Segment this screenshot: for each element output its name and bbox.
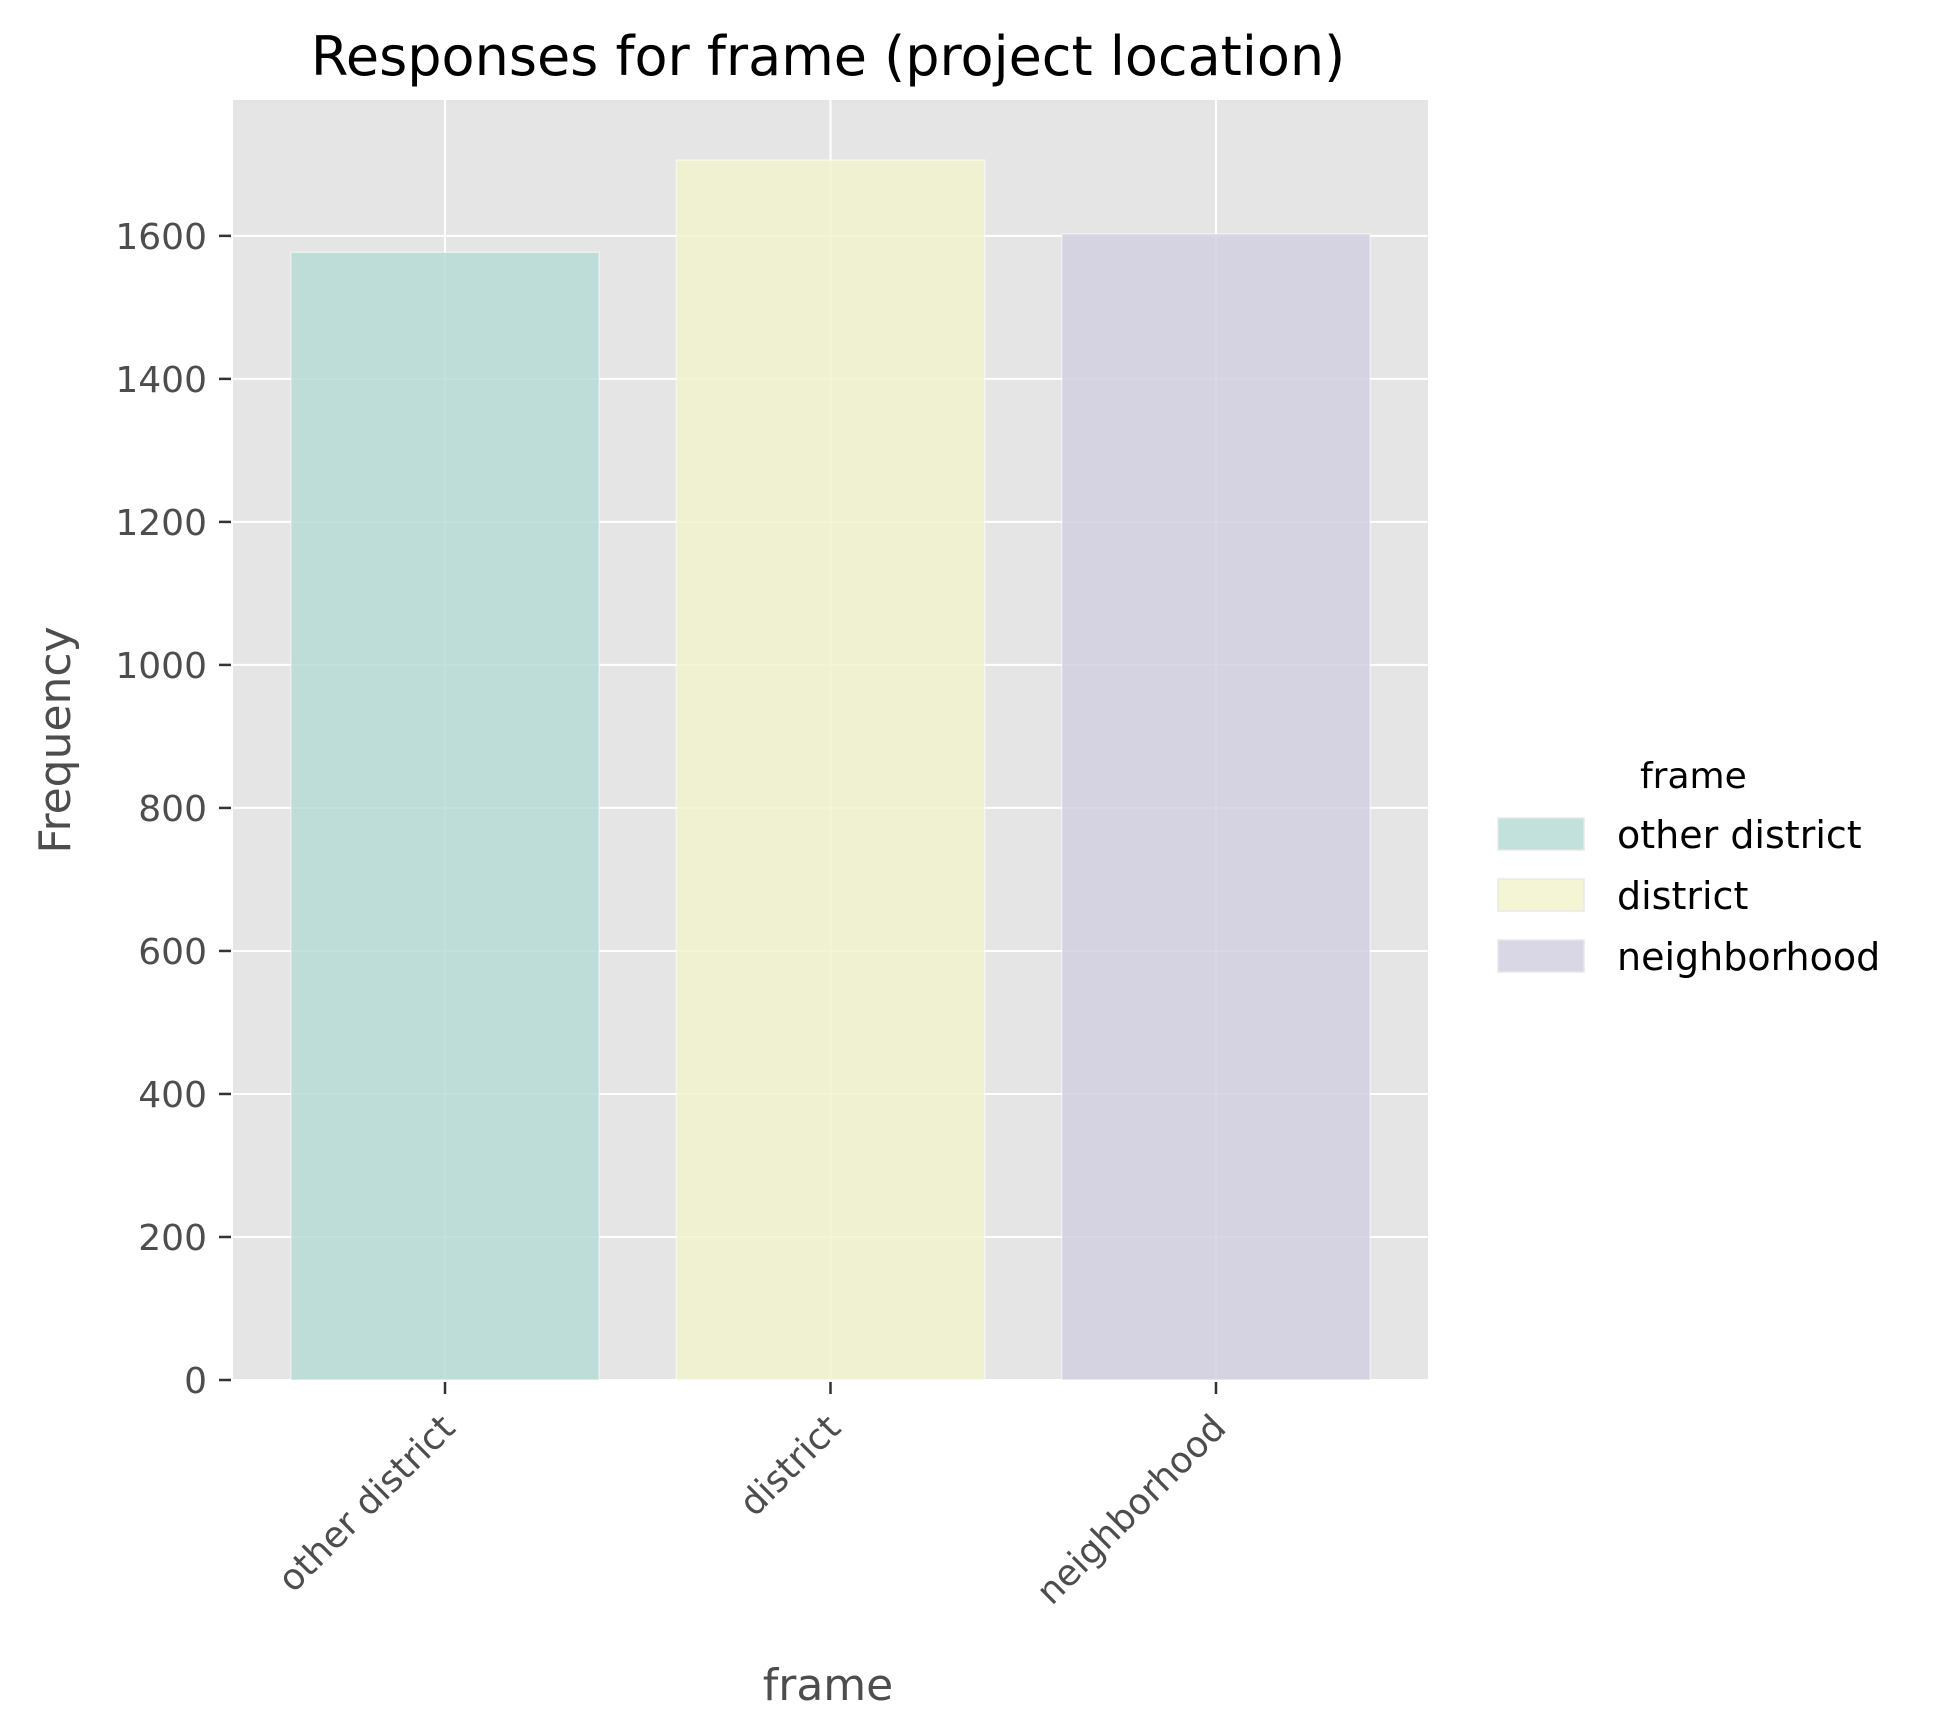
legend-entries: other district district neighborhood [1497, 813, 1880, 979]
legend-swatch [1497, 939, 1585, 973]
y-tick-label: 1200 [115, 503, 207, 544]
y-tick-label: 800 [138, 789, 207, 830]
y-tick-label: 200 [138, 1218, 207, 1259]
bars [290, 159, 1371, 1381]
legend-swatch [1497, 817, 1585, 851]
bar-neighborhood [1061, 232, 1371, 1381]
legend-label: district [1617, 874, 1748, 918]
legend-title: frame [1640, 756, 1747, 797]
x-axis-label: frame [763, 1660, 893, 1711]
legend-swatch [1497, 878, 1585, 912]
y-axis: 0 200 400 600 800 1000 1200 1400 1600 [115, 217, 231, 1402]
bar-district [675, 159, 986, 1381]
chart-title: Responses for frame (project location) [311, 25, 1345, 88]
bar-other-district [290, 251, 600, 1381]
y-tick-label: 1600 [115, 217, 207, 258]
legend-label: other district [1617, 813, 1862, 857]
y-tick-label: 1000 [115, 646, 207, 687]
legend-label: neighborhood [1617, 935, 1880, 979]
y-tick-label: 0 [184, 1361, 207, 1402]
y-tick-label: 400 [138, 1075, 207, 1116]
y-tick-label: 600 [138, 932, 207, 973]
y-tick-label: 1400 [115, 360, 207, 401]
y-axis-label: Frequency [30, 626, 81, 853]
legend: frame other district district neighborhood [1497, 756, 1880, 979]
